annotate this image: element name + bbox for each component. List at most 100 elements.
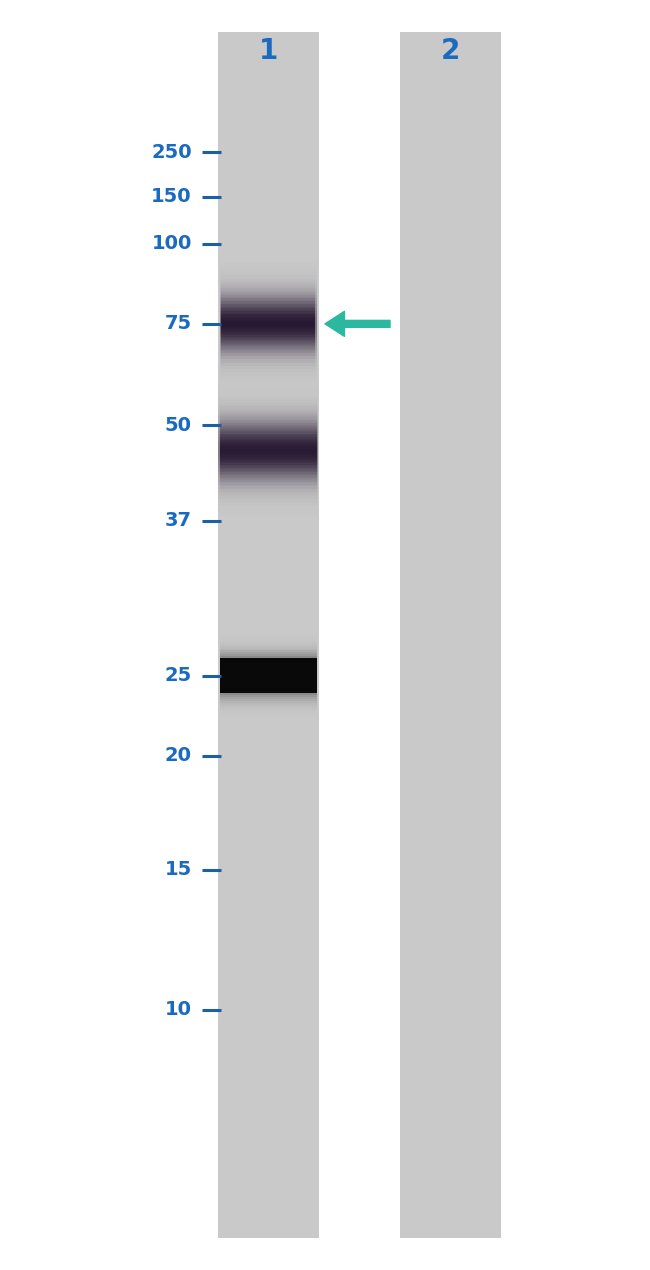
Bar: [221, 291, 315, 293]
Bar: [221, 301, 315, 302]
Bar: [218, 389, 318, 392]
Bar: [220, 461, 317, 464]
Bar: [220, 334, 317, 337]
Bar: [220, 479, 317, 480]
Bar: [220, 349, 317, 353]
Bar: [220, 486, 317, 488]
Bar: [220, 324, 317, 328]
Bar: [221, 298, 315, 300]
Bar: [220, 269, 317, 272]
Bar: [221, 340, 315, 342]
Bar: [220, 456, 317, 457]
Bar: [221, 326, 315, 328]
Bar: [220, 448, 317, 450]
Bar: [218, 479, 318, 481]
Bar: [220, 419, 317, 420]
Bar: [218, 457, 318, 461]
Bar: [220, 635, 317, 636]
Bar: [221, 359, 315, 361]
Bar: [220, 475, 317, 478]
Bar: [220, 502, 317, 503]
Bar: [220, 356, 317, 359]
Bar: [221, 361, 315, 362]
Bar: [218, 495, 318, 499]
Bar: [221, 338, 315, 339]
Text: 75: 75: [164, 315, 192, 333]
Bar: [221, 353, 315, 354]
Bar: [220, 410, 317, 413]
Bar: [221, 293, 315, 295]
Bar: [220, 500, 317, 502]
Bar: [220, 429, 317, 431]
Bar: [221, 277, 315, 278]
Bar: [221, 284, 315, 286]
Bar: [221, 302, 315, 304]
Bar: [221, 316, 315, 319]
Bar: [221, 321, 315, 323]
Bar: [218, 392, 318, 396]
Bar: [221, 309, 315, 310]
Bar: [221, 328, 315, 329]
Bar: [220, 405, 317, 406]
Text: 1: 1: [259, 37, 278, 65]
Bar: [220, 401, 317, 403]
Bar: [221, 370, 315, 371]
Bar: [220, 376, 317, 378]
Bar: [220, 695, 317, 697]
Bar: [218, 461, 318, 465]
Bar: [220, 691, 317, 693]
Bar: [218, 441, 318, 444]
Bar: [220, 646, 317, 649]
Bar: [221, 337, 315, 338]
Bar: [220, 444, 317, 446]
Bar: [220, 438, 317, 441]
Bar: [220, 311, 317, 314]
Bar: [220, 420, 317, 422]
Bar: [220, 340, 317, 343]
Bar: [220, 434, 317, 436]
Bar: [220, 427, 317, 428]
Bar: [221, 307, 315, 309]
Bar: [221, 351, 315, 352]
Bar: [220, 353, 317, 356]
Bar: [220, 668, 317, 669]
Bar: [221, 342, 315, 344]
Bar: [220, 305, 317, 307]
Bar: [220, 278, 317, 282]
Bar: [220, 701, 317, 702]
Bar: [221, 354, 315, 357]
Bar: [220, 697, 317, 698]
Bar: [220, 366, 317, 370]
Bar: [218, 493, 318, 495]
Bar: [218, 423, 318, 427]
Text: 10: 10: [164, 1001, 192, 1019]
Bar: [221, 358, 315, 359]
Bar: [220, 272, 317, 276]
Bar: [220, 408, 317, 409]
Bar: [220, 662, 317, 664]
Bar: [218, 471, 318, 475]
Bar: [220, 450, 317, 451]
Bar: [220, 657, 317, 658]
Bar: [220, 664, 317, 665]
Bar: [221, 282, 315, 283]
Bar: [218, 427, 318, 431]
Bar: [220, 485, 317, 486]
Bar: [220, 382, 317, 385]
Bar: [221, 315, 315, 316]
Bar: [220, 453, 317, 456]
Bar: [221, 314, 315, 315]
Bar: [221, 335, 315, 337]
Bar: [218, 485, 318, 489]
Bar: [220, 683, 317, 686]
Bar: [220, 436, 317, 437]
Bar: [218, 469, 318, 471]
Bar: [221, 348, 315, 349]
Bar: [221, 319, 315, 320]
Bar: [221, 331, 315, 333]
Bar: [218, 406, 318, 409]
Bar: [220, 457, 317, 458]
Bar: [220, 372, 317, 376]
Bar: [220, 715, 317, 716]
Bar: [220, 488, 317, 489]
